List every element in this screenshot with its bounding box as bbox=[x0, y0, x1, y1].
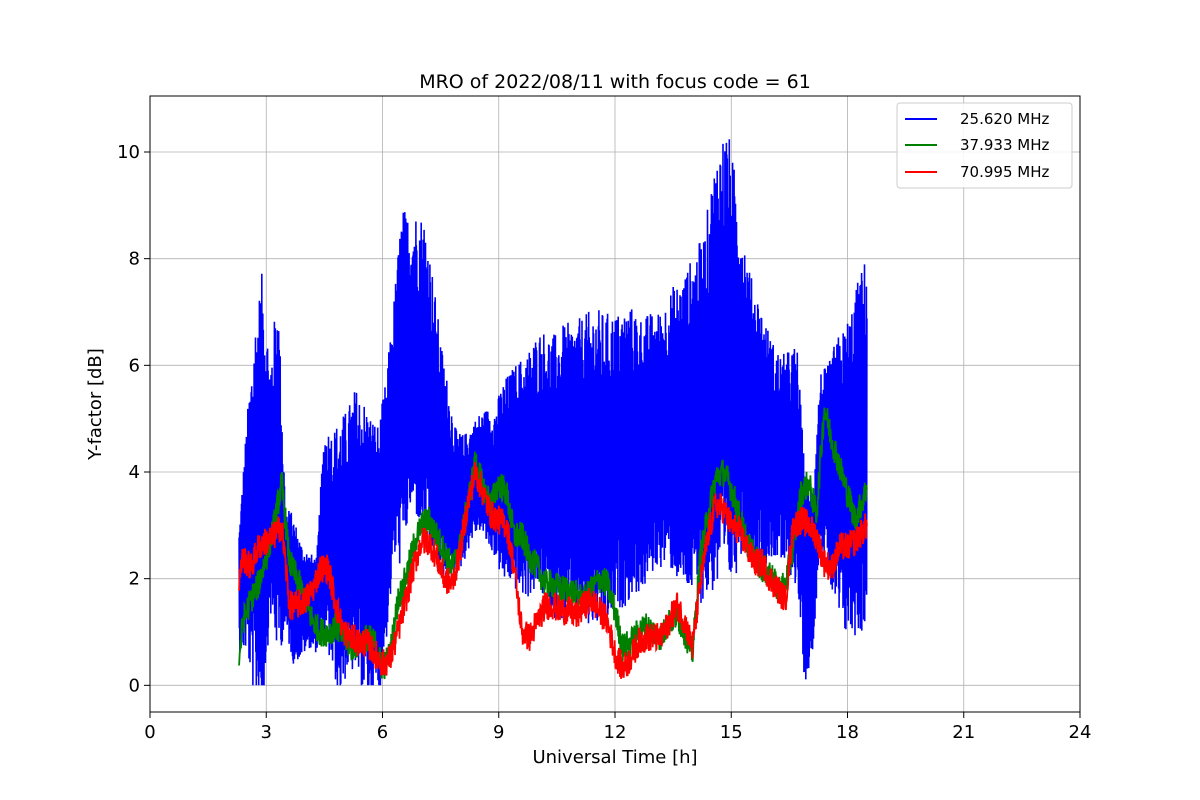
y-axis: 0 2 4 6 8 10 bbox=[117, 142, 150, 696]
y-axis-label: Y-factor [dB] bbox=[85, 348, 106, 461]
x-tick-label: 12 bbox=[604, 722, 627, 743]
x-axis-label: Universal Time [h] bbox=[532, 747, 697, 768]
y-tick-label: 8 bbox=[129, 249, 140, 270]
y-tick-label: 0 bbox=[129, 675, 140, 696]
x-tick-label: 18 bbox=[836, 722, 859, 743]
series-line-3 bbox=[238, 461, 868, 679]
y-tick-label: 2 bbox=[129, 569, 140, 590]
legend-box bbox=[896, 102, 1073, 189]
y-tick-label: 6 bbox=[129, 355, 140, 376]
legend-label-series-3: 70.995 MHz bbox=[960, 163, 1049, 181]
x-axis: 0 3 6 9 12 15 18 21 24 bbox=[144, 712, 1091, 743]
legend-label-series-2: 37.933 MHz bbox=[960, 136, 1049, 154]
legend: 25.620 MHz 37.933 MHz 70.995 MHz bbox=[896, 102, 1073, 189]
x-tick-label: 9 bbox=[493, 722, 504, 743]
x-tick-label: 21 bbox=[952, 722, 975, 743]
x-tick-label: 3 bbox=[261, 722, 272, 743]
x-tick-label: 15 bbox=[720, 722, 743, 743]
y-tick-label: 10 bbox=[117, 142, 140, 163]
x-tick-label: 0 bbox=[144, 722, 155, 743]
series-layer bbox=[238, 139, 868, 686]
chart-title: MRO of 2022/08/11 with focus code = 61 bbox=[419, 71, 811, 93]
legend-label-series-1: 25.620 MHz bbox=[960, 110, 1049, 128]
x-tick-label: 24 bbox=[1069, 722, 1092, 743]
y-tick-label: 4 bbox=[129, 462, 140, 483]
x-tick-label: 6 bbox=[377, 722, 388, 743]
series-line-1 bbox=[238, 139, 868, 686]
